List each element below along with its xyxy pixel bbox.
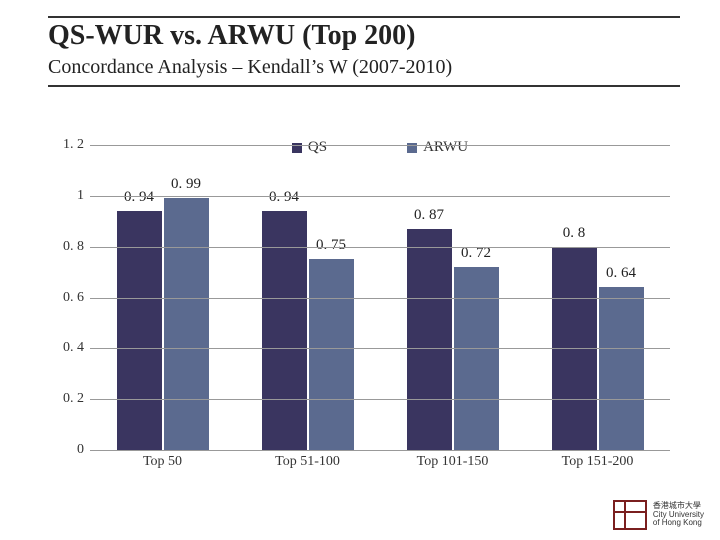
plot-area: QS ARWU 0. 940. 990. 940. 750. 870. 720.… (90, 145, 670, 450)
bar-value-label: 0. 94 (244, 189, 324, 206)
y-tick-label: 1 (50, 188, 84, 204)
y-tick-label: 0. 2 (50, 391, 84, 407)
gridline (90, 196, 670, 197)
title-block: QS-WUR vs. ARWU (Top 200) Concordance An… (48, 20, 680, 87)
bar: 0. 64 (599, 287, 644, 450)
title-underline (48, 85, 680, 87)
x-axis-labels: Top 50Top 51-100Top 101-150Top 151-200 (90, 450, 670, 475)
bar-value-label: 0. 8 (534, 225, 614, 242)
bar: 0. 75 (309, 259, 354, 450)
x-tick-label: Top 101-150 (380, 450, 525, 475)
x-tick-label: Top 50 (90, 450, 235, 475)
y-tick-label: 0. 4 (50, 340, 84, 356)
y-tick-label: 0. 6 (50, 290, 84, 306)
y-tick-label: 1. 2 (50, 137, 84, 153)
y-tick-label: 0 (50, 442, 84, 458)
gridline (90, 298, 670, 299)
top-rule (48, 6, 680, 18)
bar-value-label: 0. 99 (146, 176, 226, 193)
bar: 0. 87 (407, 229, 452, 450)
gridline (90, 247, 670, 248)
logo-text: 香港城市大學 City University of Hong Kong (653, 502, 704, 528)
footer-logo: 香港城市大學 City University of Hong Kong (613, 500, 704, 530)
x-tick-label: Top 51-100 (235, 450, 380, 475)
bar: 0. 72 (454, 267, 499, 450)
y-tick-label: 0. 8 (50, 239, 84, 255)
bar-value-label: 0. 64 (581, 265, 661, 282)
slide: QS-WUR vs. ARWU (Top 200) Concordance An… (0, 0, 720, 540)
gridline (90, 348, 670, 349)
slide-subtitle: Concordance Analysis – Kendall’s W (2007… (48, 56, 680, 79)
gridline (90, 145, 670, 146)
logo-en2: of Hong Kong (653, 519, 704, 528)
gridline (90, 399, 670, 400)
slide-title: QS-WUR vs. ARWU (Top 200) (48, 20, 680, 54)
x-tick-label: Top 151-200 (525, 450, 670, 475)
bar-value-label: 0. 87 (389, 207, 469, 224)
bar: 0. 99 (164, 198, 209, 450)
chart: QS ARWU 0. 940. 990. 940. 750. 870. 720.… (50, 145, 670, 475)
university-logo-icon (613, 500, 647, 530)
